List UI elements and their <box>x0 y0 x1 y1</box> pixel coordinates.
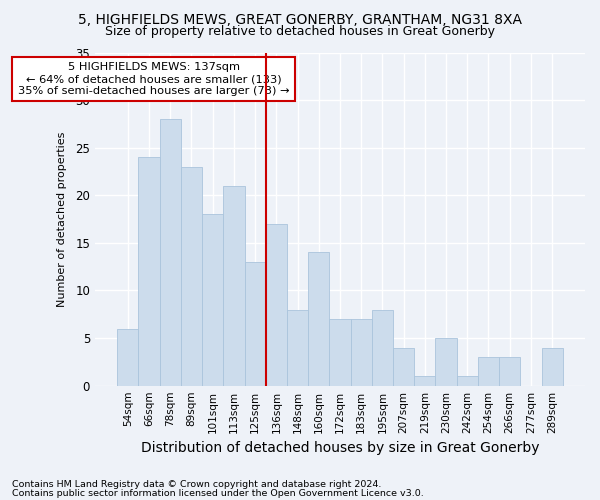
Bar <box>117 328 139 386</box>
Bar <box>350 319 372 386</box>
Bar <box>223 186 245 386</box>
Bar <box>287 310 308 386</box>
X-axis label: Distribution of detached houses by size in Great Gonerby: Distribution of detached houses by size … <box>141 441 539 455</box>
Bar <box>245 262 266 386</box>
Bar <box>181 166 202 386</box>
Bar <box>414 376 436 386</box>
Y-axis label: Number of detached properties: Number of detached properties <box>57 132 67 307</box>
Text: 5 HIGHFIELDS MEWS: 137sqm
← 64% of detached houses are smaller (133)
35% of semi: 5 HIGHFIELDS MEWS: 137sqm ← 64% of detac… <box>18 62 290 96</box>
Text: Size of property relative to detached houses in Great Gonerby: Size of property relative to detached ho… <box>105 25 495 38</box>
Bar <box>329 319 350 386</box>
Bar <box>372 310 393 386</box>
Bar <box>266 224 287 386</box>
Bar <box>436 338 457 386</box>
Bar <box>542 348 563 386</box>
Bar <box>393 348 414 386</box>
Text: 5, HIGHFIELDS MEWS, GREAT GONERBY, GRANTHAM, NG31 8XA: 5, HIGHFIELDS MEWS, GREAT GONERBY, GRANT… <box>78 12 522 26</box>
Bar <box>308 252 329 386</box>
Text: Contains HM Land Registry data © Crown copyright and database right 2024.: Contains HM Land Registry data © Crown c… <box>12 480 382 489</box>
Bar <box>202 214 223 386</box>
Bar <box>478 357 499 386</box>
Bar <box>499 357 520 386</box>
Bar <box>139 157 160 386</box>
Bar <box>457 376 478 386</box>
Bar <box>160 119 181 386</box>
Text: Contains public sector information licensed under the Open Government Licence v3: Contains public sector information licen… <box>12 489 424 498</box>
